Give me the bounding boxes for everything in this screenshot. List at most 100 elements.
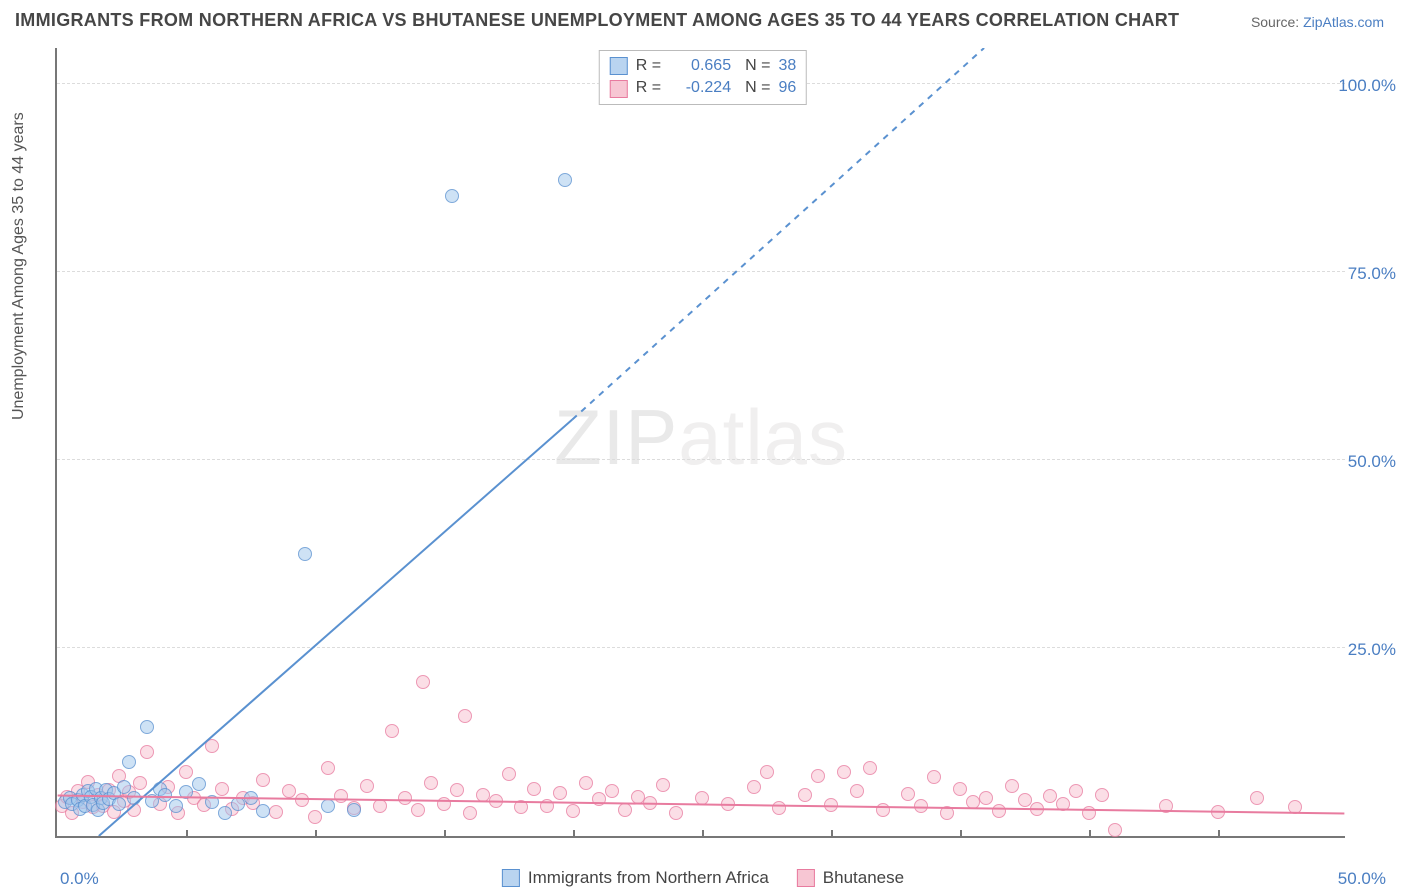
data-point (540, 799, 554, 813)
x-tick (960, 830, 962, 838)
data-point (850, 784, 864, 798)
data-point (656, 778, 670, 792)
data-point (514, 800, 528, 814)
regression-lines (57, 48, 1345, 836)
data-point (122, 755, 136, 769)
x-tick (315, 830, 317, 838)
data-point (1043, 789, 1057, 803)
data-point (824, 798, 838, 812)
data-point (1069, 784, 1083, 798)
bottom-legend: Immigrants from Northern Africa Bhutanes… (502, 868, 904, 888)
data-point (127, 803, 141, 817)
y-tick-label: 25.0% (1348, 640, 1396, 660)
data-point (1159, 799, 1173, 813)
r-label: R = (636, 55, 661, 77)
data-point (450, 783, 464, 797)
x-tick (1218, 830, 1220, 838)
watermark-zip: ZIP (554, 393, 678, 481)
n-label: N = (745, 77, 770, 99)
swatch-pink (610, 80, 628, 98)
data-point (1082, 806, 1096, 820)
data-point (953, 782, 967, 796)
r-label: R = (636, 77, 661, 99)
data-point (1211, 805, 1225, 819)
data-point (385, 724, 399, 738)
source-link[interactable]: ZipAtlas.com (1303, 14, 1384, 30)
data-point (360, 779, 374, 793)
data-point (566, 804, 580, 818)
data-point (1030, 802, 1044, 816)
data-point (321, 799, 335, 813)
x-tick (444, 830, 446, 838)
x-tick (702, 830, 704, 838)
data-point (863, 761, 877, 775)
data-point (592, 792, 606, 806)
data-point (579, 776, 593, 790)
data-point (424, 776, 438, 790)
data-point (502, 767, 516, 781)
data-point (308, 810, 322, 824)
legend-stats-row-blue: R = 0.665 N = 38 (610, 55, 796, 77)
data-point (458, 709, 472, 723)
data-point (140, 720, 154, 734)
data-point (643, 796, 657, 810)
data-point (1250, 791, 1264, 805)
gridline (57, 459, 1345, 460)
data-point (553, 786, 567, 800)
data-point (215, 782, 229, 796)
data-point (256, 804, 270, 818)
data-point (1108, 823, 1122, 837)
data-point (445, 189, 459, 203)
watermark-atlas: atlas (678, 393, 848, 481)
data-point (1005, 779, 1019, 793)
data-point (914, 799, 928, 813)
y-tick-label: 100.0% (1338, 76, 1396, 96)
n-label: N = (745, 55, 770, 77)
data-point (772, 801, 786, 815)
chart-title: IMMIGRANTS FROM NORTHERN AFRICA VS BHUTA… (15, 10, 1179, 31)
x-axis-max-label: 50.0% (1338, 869, 1386, 889)
data-point (373, 799, 387, 813)
x-tick (186, 830, 188, 838)
data-point (798, 788, 812, 802)
data-point (179, 765, 193, 779)
data-point (940, 806, 954, 820)
source-label: Source: (1251, 14, 1303, 30)
data-point (127, 791, 141, 805)
data-point (901, 787, 915, 801)
legend-label-pink: Bhutanese (823, 868, 904, 888)
n-value-blue: 38 (778, 55, 796, 77)
gridline (57, 647, 1345, 648)
data-point (437, 797, 451, 811)
data-point (979, 791, 993, 805)
legend-stats-box: R = 0.665 N = 38 R = -0.224 N = 96 (599, 50, 807, 105)
data-point (1018, 793, 1032, 807)
data-point (282, 784, 296, 798)
x-axis-min-label: 0.0% (60, 869, 99, 889)
data-point (631, 790, 645, 804)
x-tick (573, 830, 575, 838)
x-tick (1089, 830, 1091, 838)
n-value-pink: 96 (778, 77, 796, 99)
legend-item-pink: Bhutanese (797, 868, 904, 888)
data-point (837, 765, 851, 779)
data-point (605, 784, 619, 798)
data-point (416, 675, 430, 689)
scatter-chart: ZIPatlas (55, 48, 1345, 838)
data-point (618, 803, 632, 817)
data-point (669, 806, 683, 820)
data-point (927, 770, 941, 784)
data-point (463, 806, 477, 820)
data-point (205, 739, 219, 753)
source-attribution: Source: ZipAtlas.com (1251, 14, 1384, 30)
data-point (1095, 788, 1109, 802)
y-tick-label: 50.0% (1348, 452, 1396, 472)
legend-stats-row-pink: R = -0.224 N = 96 (610, 77, 796, 99)
data-point (231, 797, 245, 811)
data-point (1056, 797, 1070, 811)
data-point (721, 797, 735, 811)
r-value-blue: 0.665 (669, 55, 731, 77)
x-tick (831, 830, 833, 838)
data-point (244, 791, 258, 805)
data-point (256, 773, 270, 787)
